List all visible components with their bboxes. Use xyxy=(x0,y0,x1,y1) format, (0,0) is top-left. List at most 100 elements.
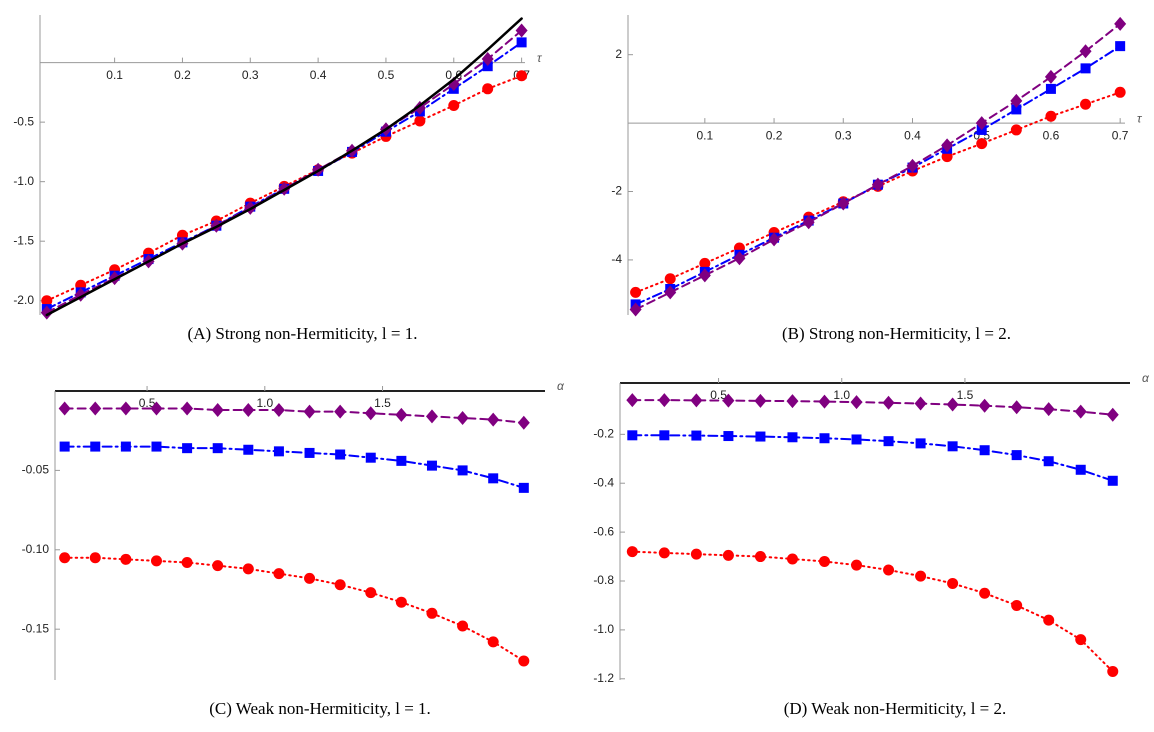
y-tick-label: -0.8 xyxy=(593,573,614,587)
y-tick-label: -0.2 xyxy=(593,427,614,441)
caption: (D) Weak non-Hermiticity, l = 2. xyxy=(784,699,1007,718)
y-tick-label: -1.5 xyxy=(13,233,34,247)
caption: (B) Strong non-Hermiticity, l = 2. xyxy=(782,324,1011,343)
marker xyxy=(212,443,223,454)
marker xyxy=(426,607,438,619)
marker xyxy=(914,396,927,411)
caption: (C) Weak non-Hermiticity, l = 1. xyxy=(209,699,431,718)
y-tick-label: -4 xyxy=(611,252,622,266)
marker xyxy=(334,579,346,591)
marker xyxy=(698,268,711,283)
marker xyxy=(482,83,494,95)
marker xyxy=(1114,16,1127,31)
series-line xyxy=(63,556,525,662)
marker xyxy=(518,655,530,667)
marker xyxy=(768,232,781,247)
marker xyxy=(90,441,101,452)
marker xyxy=(272,403,285,418)
marker xyxy=(396,455,407,466)
marker xyxy=(1010,124,1022,136)
marker xyxy=(150,555,162,567)
marker xyxy=(1044,69,1057,84)
marker xyxy=(448,99,460,111)
marker xyxy=(1074,404,1087,419)
marker xyxy=(364,406,377,421)
marker xyxy=(181,401,194,416)
marker xyxy=(1075,634,1087,646)
y-tick-label: -0.6 xyxy=(593,524,614,538)
marker xyxy=(871,177,884,192)
marker xyxy=(1042,402,1055,417)
marker xyxy=(335,449,346,460)
marker xyxy=(488,473,499,484)
marker xyxy=(690,393,703,408)
marker xyxy=(414,115,426,127)
marker xyxy=(516,37,527,48)
marker xyxy=(120,441,131,452)
series-line xyxy=(45,17,523,317)
marker xyxy=(487,636,499,648)
marker xyxy=(851,434,862,445)
marker xyxy=(482,61,493,72)
x-tick-label: 1.5 xyxy=(957,388,974,402)
y-tick-label: -0.05 xyxy=(22,463,50,477)
marker xyxy=(658,393,671,408)
marker xyxy=(787,432,798,443)
y-tick-label: -2 xyxy=(611,184,622,198)
x-tick-label: 0.4 xyxy=(310,68,327,82)
y-tick-label: -0.15 xyxy=(22,621,50,635)
marker xyxy=(395,407,408,422)
marker xyxy=(947,441,958,452)
marker xyxy=(182,443,193,454)
x-tick-label: 0.6 xyxy=(445,68,462,82)
marker xyxy=(723,431,734,442)
x-tick-label: 0.3 xyxy=(835,128,852,142)
marker xyxy=(818,555,830,567)
x-tick-label: 0.6 xyxy=(1043,128,1060,142)
marker xyxy=(1107,665,1119,677)
marker xyxy=(883,436,894,447)
marker xyxy=(89,552,101,564)
series-line xyxy=(631,399,1114,416)
marker xyxy=(664,285,677,300)
marker xyxy=(882,395,895,410)
marker xyxy=(181,556,193,568)
marker xyxy=(1106,407,1119,422)
marker xyxy=(516,70,528,82)
y-tick-label: -0.5 xyxy=(13,114,34,128)
y-tick-label: -1.0 xyxy=(593,622,614,636)
x-tick-label: 0.5 xyxy=(710,388,727,402)
marker xyxy=(1011,599,1023,611)
marker xyxy=(151,441,162,452)
marker xyxy=(947,577,959,589)
marker xyxy=(851,559,863,571)
marker xyxy=(722,549,734,561)
marker xyxy=(481,52,494,67)
marker xyxy=(906,158,919,173)
marker xyxy=(40,305,53,320)
marker xyxy=(627,430,638,441)
marker xyxy=(1075,464,1086,475)
marker xyxy=(304,572,316,584)
marker xyxy=(978,398,991,413)
marker xyxy=(242,563,254,575)
x-tick-label: 0.2 xyxy=(766,128,783,142)
marker xyxy=(243,444,254,455)
x-tick-label: 0.1 xyxy=(696,128,713,142)
x-tick-label: 1.0 xyxy=(833,388,850,402)
marker xyxy=(303,404,316,419)
series-line xyxy=(63,407,525,424)
x-tick-label: 0.4 xyxy=(904,128,921,142)
marker xyxy=(487,412,500,427)
marker xyxy=(976,138,988,150)
marker xyxy=(518,482,529,493)
marker xyxy=(517,415,530,430)
x-axis-label: τ xyxy=(537,51,543,65)
marker xyxy=(1043,456,1054,467)
x-tick-label: 1.5 xyxy=(374,396,391,410)
series-line xyxy=(631,434,1114,482)
marker xyxy=(304,447,315,458)
marker xyxy=(211,403,224,418)
marker xyxy=(755,431,766,442)
